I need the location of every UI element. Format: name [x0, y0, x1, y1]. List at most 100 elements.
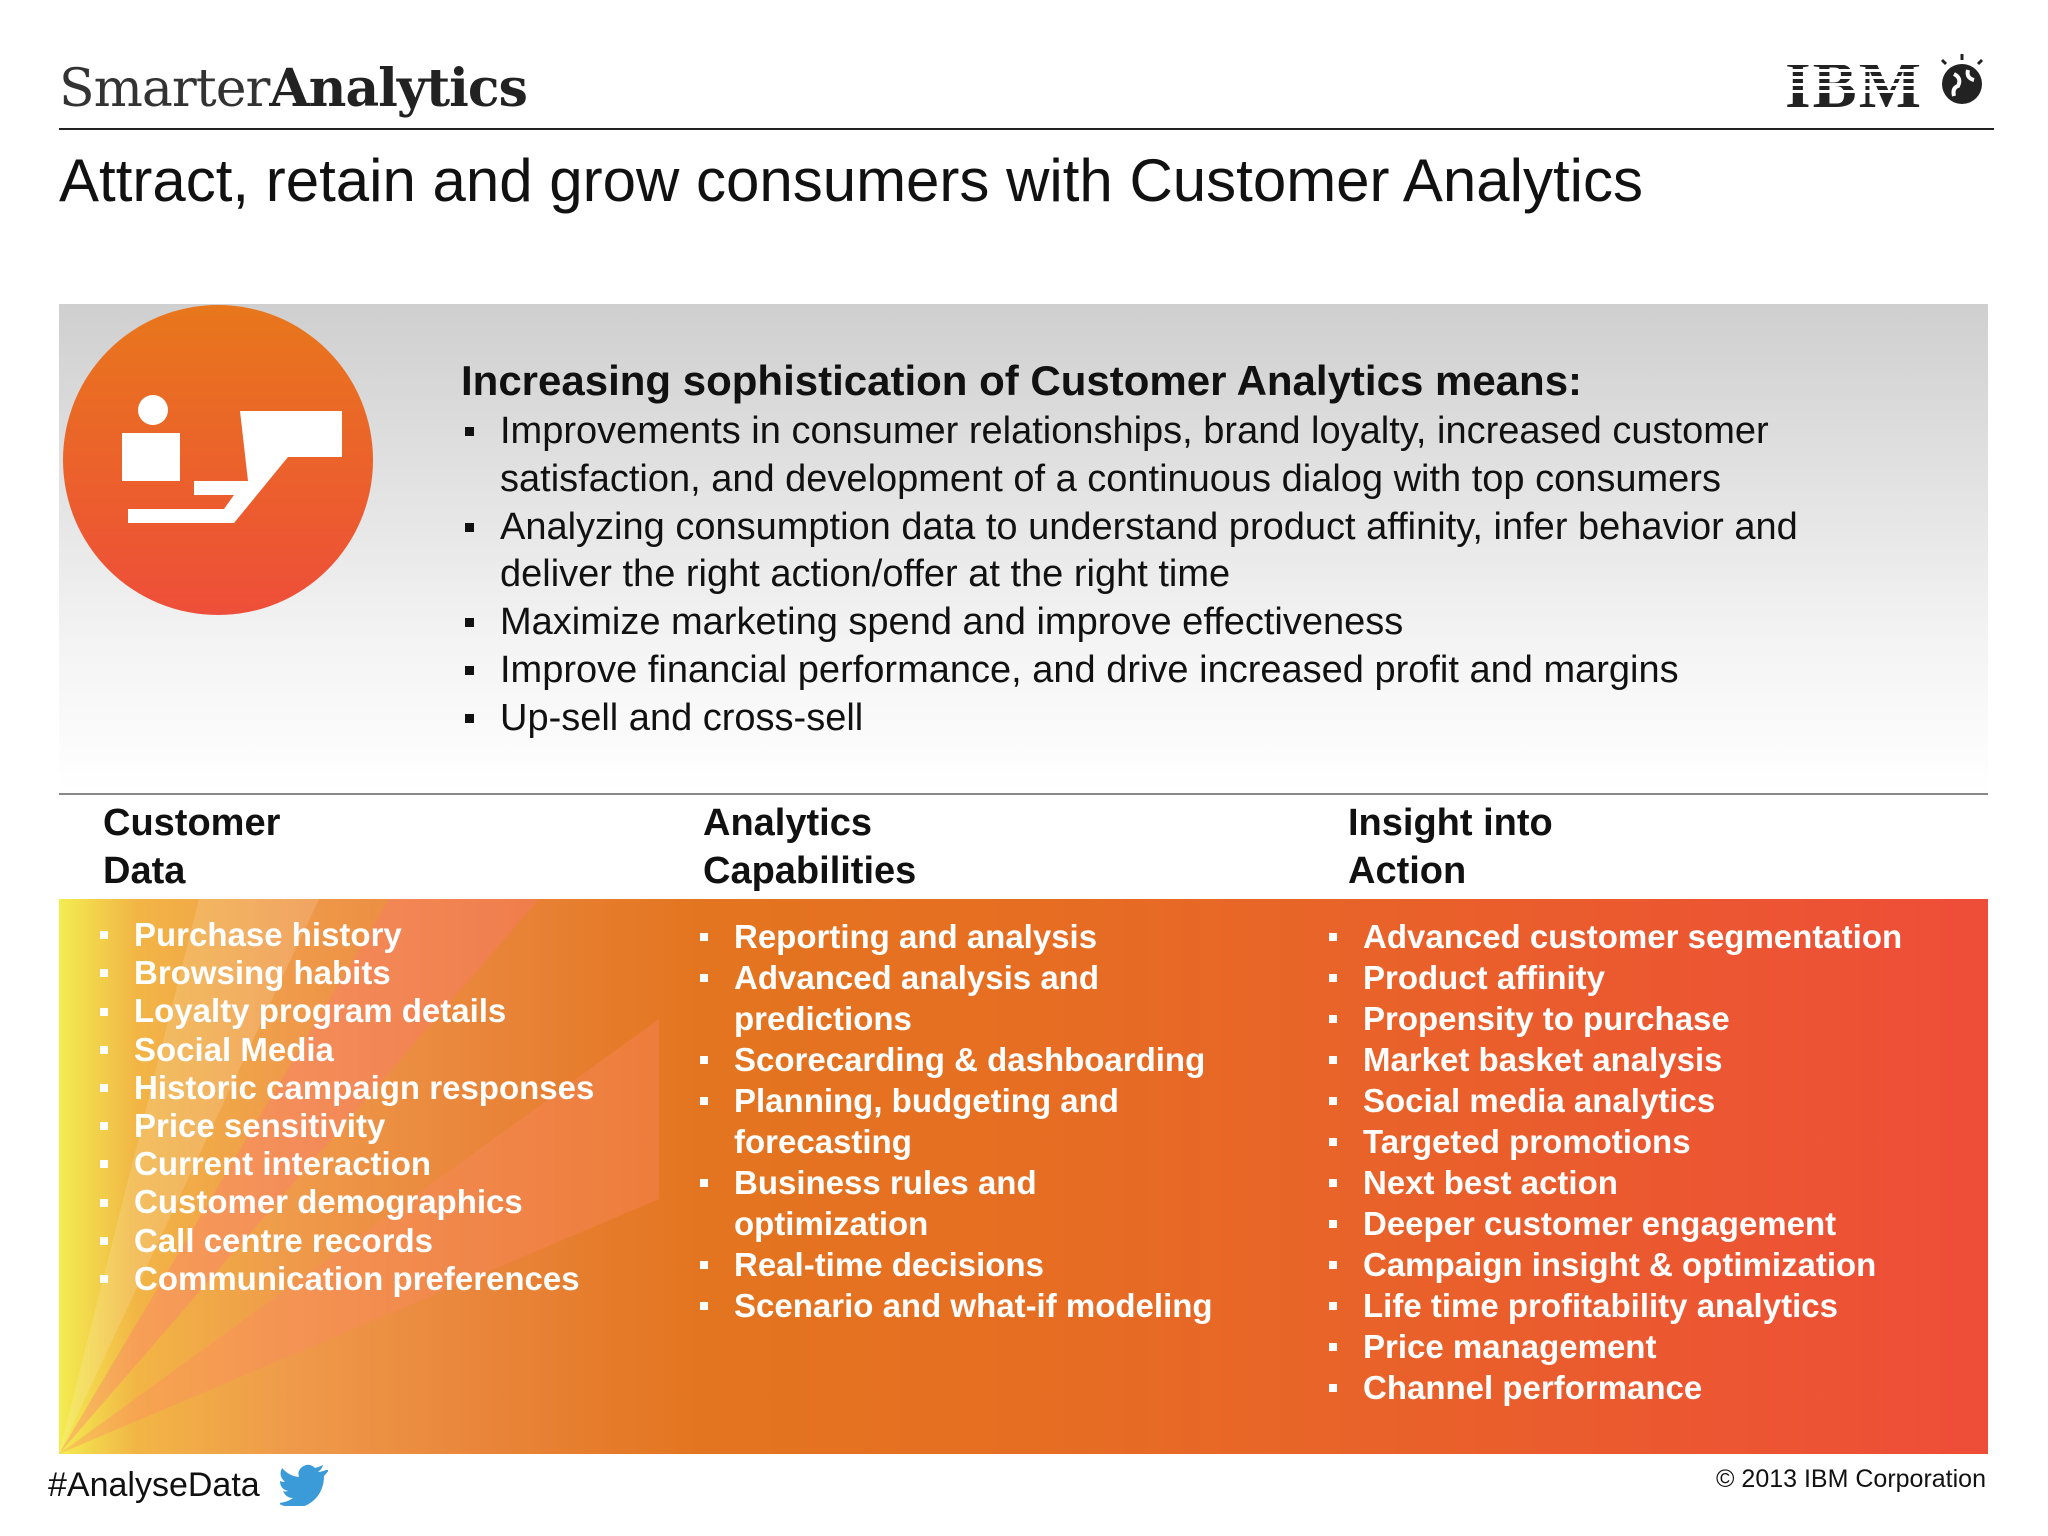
item-line: Customer demographics	[134, 1183, 523, 1221]
column-item: Scenario and what-if modeling	[697, 1285, 1213, 1326]
column-item: Propensity to purchase	[1326, 998, 1902, 1039]
bullet-line: deliver the right action/offer at the ri…	[500, 553, 1231, 596]
bullet-marker	[700, 1301, 708, 1310]
column-item: Call centre records	[97, 1222, 594, 1260]
bullet-marker	[100, 931, 108, 940]
bullet-marker	[100, 1007, 108, 1016]
globe-icon	[1940, 54, 1984, 104]
bullet-marker	[1329, 1137, 1337, 1146]
item-line: Propensity to purchase	[1363, 1000, 1730, 1037]
bullet-marker	[100, 1160, 108, 1169]
item-line: Call centre records	[134, 1221, 433, 1259]
bullet-marker	[100, 1083, 108, 1092]
column-item: Advanced analysis and predictions	[697, 957, 1213, 1039]
color-band	[59, 899, 1988, 1454]
intro-list: Improvements in consumer relationships, …	[465, 408, 1798, 743]
item-line: Deeper customer engagement	[1363, 1205, 1837, 1242]
column-item: Reporting and analysis	[697, 916, 1213, 957]
item-line: Scorecarding & dashboarding	[734, 1041, 1206, 1078]
bullet-marker	[700, 1178, 708, 1187]
bullet-marker	[1329, 1219, 1337, 1228]
bullet-marker	[1329, 932, 1337, 941]
slide-title: Attract, retain and grow consumers with …	[59, 147, 1643, 214]
item-line: Price sensitivity	[134, 1107, 386, 1145]
bullet-marker	[1329, 1301, 1337, 1310]
bullet-marker	[1329, 1342, 1337, 1351]
logo-bold: Analytics	[269, 58, 528, 119]
column-item: Business rules and optimization	[697, 1162, 1213, 1244]
column-item: Browsing habits	[97, 954, 594, 992]
intro-bullet: Improve financial performance, and drive…	[465, 647, 1798, 695]
intro-panel	[59, 304, 1988, 794]
item-line: Campaign insight & optimization	[1363, 1246, 1877, 1283]
bullet-marker	[700, 1260, 708, 1269]
column-item: Communication preferences	[97, 1260, 594, 1298]
bullet-line: Analyzing consumption data to understand…	[500, 505, 1798, 548]
item-line: Advanced customer segmentation	[1363, 918, 1903, 955]
column-item: Next best action	[1326, 1162, 1902, 1203]
item-line: Price management	[1363, 1328, 1657, 1365]
rays	[59, 899, 659, 1454]
bullet-marker	[465, 522, 474, 532]
intro-bullet: Improvements in consumer relationships, …	[465, 408, 1798, 504]
bullet-marker	[700, 1096, 708, 1105]
item-line: Real-time decisions	[734, 1246, 1044, 1283]
item-line: Market basket analysis	[1363, 1041, 1723, 1078]
bullet-line: Improve financial performance, and drive…	[500, 648, 1679, 691]
item-line: Browsing habits	[134, 954, 391, 992]
column-item: Customer demographics	[97, 1183, 594, 1221]
column-list: Advanced customer segmentation Product af…	[1326, 916, 1902, 1408]
column-item: Targeted promotions	[1326, 1121, 1902, 1162]
logo: SmarterAnalytics	[59, 58, 528, 119]
bullet-marker	[465, 713, 474, 723]
icon-circle	[63, 305, 373, 615]
bullet-marker	[1329, 1096, 1337, 1105]
column-heading: Analytics Capabilities	[703, 799, 916, 895]
bullet-marker	[100, 1236, 108, 1245]
bullet-marker	[100, 969, 108, 978]
item-line: Life time profitability analytics	[1363, 1287, 1838, 1324]
item-line: Scenario and what-if modeling	[734, 1287, 1213, 1324]
bullet-marker	[100, 1198, 108, 1207]
item-line: Communication preferences	[134, 1259, 580, 1297]
column-item: Historic campaign responses	[97, 1069, 594, 1107]
column-item: Market basket analysis	[1326, 1039, 1902, 1080]
bullet-marker	[100, 1045, 108, 1054]
bullet-line: Up-sell and cross-sell	[500, 696, 864, 739]
column-item: Channel performance	[1326, 1367, 1902, 1408]
intro-bullet: Maximize marketing spend and improve eff…	[465, 599, 1798, 647]
column-item: Life time profitability analytics	[1326, 1285, 1902, 1326]
heading-line: Customer	[103, 802, 281, 844]
column-item: Loyalty program details	[97, 992, 594, 1030]
intro-bullet: Up-sell and cross-sell	[465, 695, 1798, 743]
item-line: Purchase history	[134, 916, 402, 953]
section-rule	[59, 793, 1988, 795]
column-heading: Customer Data	[103, 799, 280, 895]
heading-line: Insight into	[1348, 802, 1553, 844]
bullet-marker	[1329, 1383, 1337, 1392]
column-item: Deeper customer engagement	[1326, 1203, 1902, 1244]
bullet-marker	[1329, 1178, 1337, 1187]
bullet-marker	[100, 1274, 108, 1283]
intro-heading: Increasing sophistication of Customer An…	[461, 357, 1583, 404]
item-line: Historic campaign responses	[134, 1068, 595, 1106]
item-line: Social media analytics	[1363, 1082, 1716, 1119]
copyright: © 2013 IBM Corporation	[1716, 1465, 1986, 1493]
heading-line: Analytics	[703, 802, 872, 844]
column-item: Price sensitivity	[97, 1107, 594, 1145]
item-line: Business rules and	[734, 1164, 1037, 1201]
column-heading: Insight into Action	[1348, 799, 1553, 895]
hashtag: #AnalyseData	[48, 1466, 260, 1504]
item-line: Social Media	[134, 1030, 334, 1068]
heading-line: Data	[103, 850, 186, 892]
bullet-marker	[1329, 1055, 1337, 1064]
heading-line: Capabilities	[703, 850, 917, 892]
column-item: Current interaction	[97, 1145, 594, 1183]
bullet-marker	[700, 932, 708, 941]
column-item: Advanced customer segmentation	[1326, 916, 1902, 957]
column-item: Planning, budgeting and forecasting	[697, 1080, 1213, 1162]
item-line: Loyalty program details	[134, 992, 507, 1030]
bullet-marker	[1329, 1260, 1337, 1269]
item-line: optimization	[734, 1205, 929, 1242]
